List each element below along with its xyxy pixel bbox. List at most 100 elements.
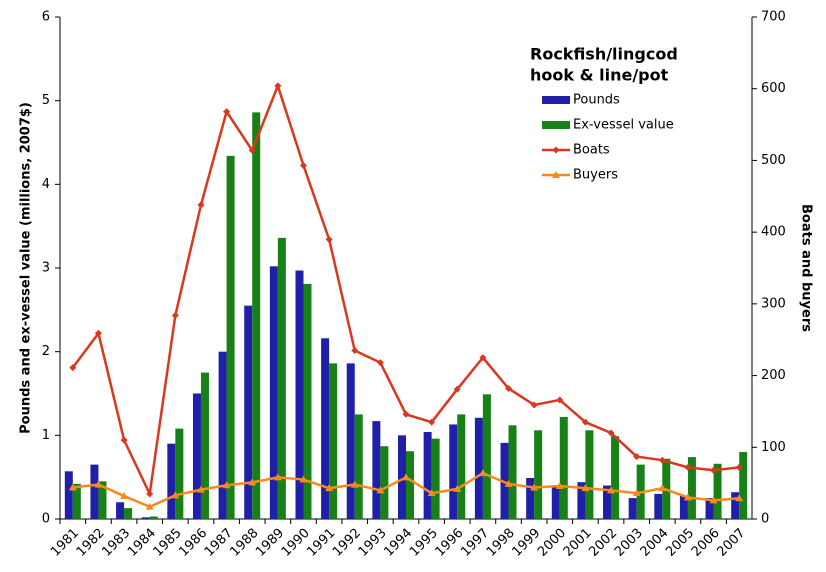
line-marker	[94, 329, 102, 337]
line-marker	[633, 453, 641, 461]
y2-tick-label: 300	[761, 296, 786, 311]
bar	[175, 428, 184, 519]
line-marker	[683, 493, 692, 501]
bar	[611, 436, 620, 519]
bar	[354, 414, 363, 519]
y2-tick-label: 200	[761, 368, 786, 383]
y-tick-label: 1	[42, 428, 50, 443]
line-marker	[607, 486, 616, 494]
line-marker	[427, 489, 436, 497]
bar	[380, 446, 389, 519]
bar	[577, 482, 586, 519]
x-tick-label: 2006	[689, 526, 723, 560]
bar	[731, 492, 740, 519]
bar	[474, 417, 483, 519]
bar	[98, 481, 107, 519]
legend-title: hook & line/pot	[530, 66, 669, 85]
x-tick-label: 2005	[663, 526, 697, 560]
line-marker	[530, 483, 539, 491]
x-tick-label: 2007	[714, 526, 748, 560]
line-marker	[658, 456, 666, 464]
y2-tick-label: 700	[761, 10, 786, 25]
x-tick-label: 2003	[612, 526, 646, 560]
bar	[398, 435, 406, 519]
x-tick-label: 1992	[330, 526, 364, 560]
bar	[269, 266, 278, 519]
line-marker	[299, 475, 308, 483]
x-tick-label: 1988	[228, 526, 262, 560]
legend-label: Boats	[573, 143, 610, 158]
bar	[167, 443, 176, 519]
x-tick-label: 1995	[407, 526, 441, 560]
line-marker	[146, 490, 154, 498]
y-tick-label: 6	[42, 10, 50, 25]
bar	[603, 485, 612, 519]
y-tick-label: 3	[42, 261, 50, 276]
legend-label: Pounds	[573, 93, 620, 108]
x-tick-label: 1983	[99, 526, 133, 560]
line-marker	[453, 484, 462, 492]
line-marker	[222, 481, 231, 489]
line-marker	[299, 161, 307, 169]
bar	[551, 485, 560, 519]
line-marker	[196, 485, 205, 493]
bar	[705, 498, 714, 519]
x-tick-label: 1996	[433, 526, 467, 560]
line-marker	[402, 473, 410, 481]
bar	[679, 495, 688, 519]
bar	[149, 516, 158, 519]
bar	[244, 305, 253, 519]
line-marker	[350, 480, 359, 488]
x-tick-label: 1991	[304, 526, 338, 560]
x-tick-label: 1987	[202, 526, 236, 560]
legend-title: Rockfish/lingcod	[530, 45, 678, 64]
line-marker	[479, 354, 487, 362]
bar	[226, 155, 235, 520]
line-marker	[684, 463, 692, 471]
line-marker	[607, 429, 615, 437]
bar	[508, 425, 517, 519]
line-marker	[69, 364, 77, 372]
line-marker	[120, 436, 128, 444]
line-marker	[351, 346, 359, 354]
bar	[116, 502, 125, 519]
line-marker	[376, 486, 385, 494]
line-marker	[556, 396, 564, 404]
bar	[252, 112, 261, 519]
bar	[72, 483, 81, 519]
line-marker	[453, 385, 461, 393]
bar	[218, 351, 227, 519]
bar	[329, 363, 338, 519]
y2-axis-label: Boats and buyers	[799, 204, 814, 332]
line-marker	[376, 359, 384, 367]
x-tick-label: 2001	[561, 526, 595, 560]
bar	[124, 508, 133, 519]
line-marker	[555, 482, 564, 490]
bar	[277, 237, 286, 519]
x-tick-label: 1982	[74, 526, 108, 560]
x-tick-label: 2000	[535, 526, 569, 560]
x-tick-label: 1989	[253, 526, 287, 560]
line-marker	[120, 492, 129, 500]
y2-tick-label: 0	[761, 512, 769, 527]
line-marker	[709, 496, 718, 504]
bar	[713, 463, 722, 519]
line-marker	[505, 384, 513, 392]
y2-tick-label: 400	[761, 225, 786, 240]
line-marker	[325, 484, 334, 492]
line-marker	[735, 463, 743, 471]
y2-tick-label: 500	[761, 153, 786, 168]
bar	[346, 363, 355, 519]
line-marker	[530, 401, 538, 409]
y-tick-label: 0	[42, 512, 50, 527]
bar	[628, 498, 637, 519]
bar	[321, 338, 330, 519]
x-tick-label: 1998	[484, 526, 518, 560]
line-marker	[402, 410, 410, 418]
x-tick-label: 1994	[381, 526, 415, 560]
x-tick-label: 1984	[125, 526, 159, 560]
line-marker	[248, 478, 257, 486]
bar	[449, 424, 458, 519]
y-tick-label: 5	[42, 93, 50, 108]
x-tick-label: 1997	[458, 526, 492, 560]
